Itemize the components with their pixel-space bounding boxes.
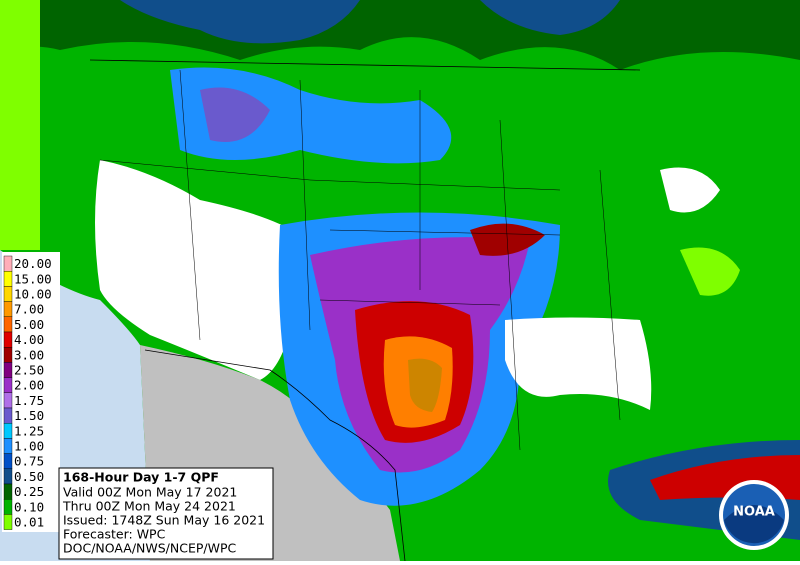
legend-swatch	[3, 468, 13, 485]
north-rain-core	[200, 87, 270, 142]
rain-gold	[408, 358, 442, 412]
atlantic-light	[680, 247, 740, 296]
legend-swatch	[3, 301, 13, 318]
north-blue	[120, 0, 360, 44]
info-thru: Thru 00Z Mon May 24 2021	[62, 499, 236, 514]
info-box	[58, 467, 274, 560]
legend-swatch	[3, 316, 13, 333]
border-mexico	[144, 349, 406, 562]
dry-southeast	[505, 317, 652, 410]
legend-swatch	[3, 331, 13, 348]
legend-label: 0.50	[14, 469, 44, 484]
legend-swatch	[3, 271, 13, 287]
legend-label: 15.00	[14, 271, 52, 286]
legend-label: 20.00	[14, 256, 52, 271]
legend-label: 3.00	[14, 347, 44, 362]
legend-label: 4.00	[14, 332, 44, 347]
legend-label: 2.00	[14, 378, 44, 393]
legend-label: 2.50	[14, 363, 44, 378]
legend-label: 10.00	[14, 287, 52, 302]
info-source: DOC/NOAA/NWS/NCEP/WPC	[63, 541, 237, 556]
legend-label: 1.50	[14, 408, 44, 423]
legend-label: 5.00	[14, 317, 44, 332]
legend-swatch	[3, 453, 13, 470]
boundaries	[89, 59, 641, 562]
legend-swatch	[3, 483, 13, 500]
info-title: 168-Hour Day 1-7 QPF	[63, 470, 219, 485]
legend-swatch	[3, 407, 13, 424]
legend-swatch	[3, 514, 13, 530]
north-blue-2	[480, 0, 620, 35]
noaa-logo: NOAA	[719, 480, 789, 550]
state-lines	[99, 69, 621, 451]
info-valid: Valid 00Z Mon May 17 2021	[63, 485, 237, 500]
logo-text: NOAA	[733, 505, 775, 520]
legend-swatch	[3, 286, 13, 302]
legend-swatch	[3, 377, 13, 394]
legend-label: 0.25	[14, 484, 44, 499]
border-canada	[89, 59, 641, 71]
northeast-dry	[660, 167, 720, 213]
west-coast-light	[0, 0, 40, 250]
legend-label: 1.25	[14, 423, 44, 438]
info-forecaster: Forecaster: WPC	[63, 527, 166, 542]
legend-label: 0.10	[14, 499, 44, 514]
legend-swatch	[3, 423, 13, 439]
legend-swatch	[3, 392, 13, 409]
legend-label: 7.00	[14, 302, 44, 317]
logo-wave	[724, 505, 784, 544]
legend-label: 1.00	[14, 439, 44, 454]
legend-label: 0.75	[14, 454, 44, 469]
legend-swatch	[3, 347, 13, 363]
info-issued: Issued: 1748Z Sun May 16 2021	[63, 513, 265, 528]
legend-swatch	[3, 438, 13, 454]
legend-label: 1.75	[14, 393, 44, 408]
legend-label: 0.01	[14, 515, 44, 530]
legend-swatch	[3, 255, 13, 272]
dry-west	[95, 160, 308, 380]
legend-swatch	[3, 362, 13, 378]
legend: 20.0015.0010.007.005.004.003.002.502.001…	[2, 252, 60, 532]
legend-swatch	[3, 499, 13, 515]
